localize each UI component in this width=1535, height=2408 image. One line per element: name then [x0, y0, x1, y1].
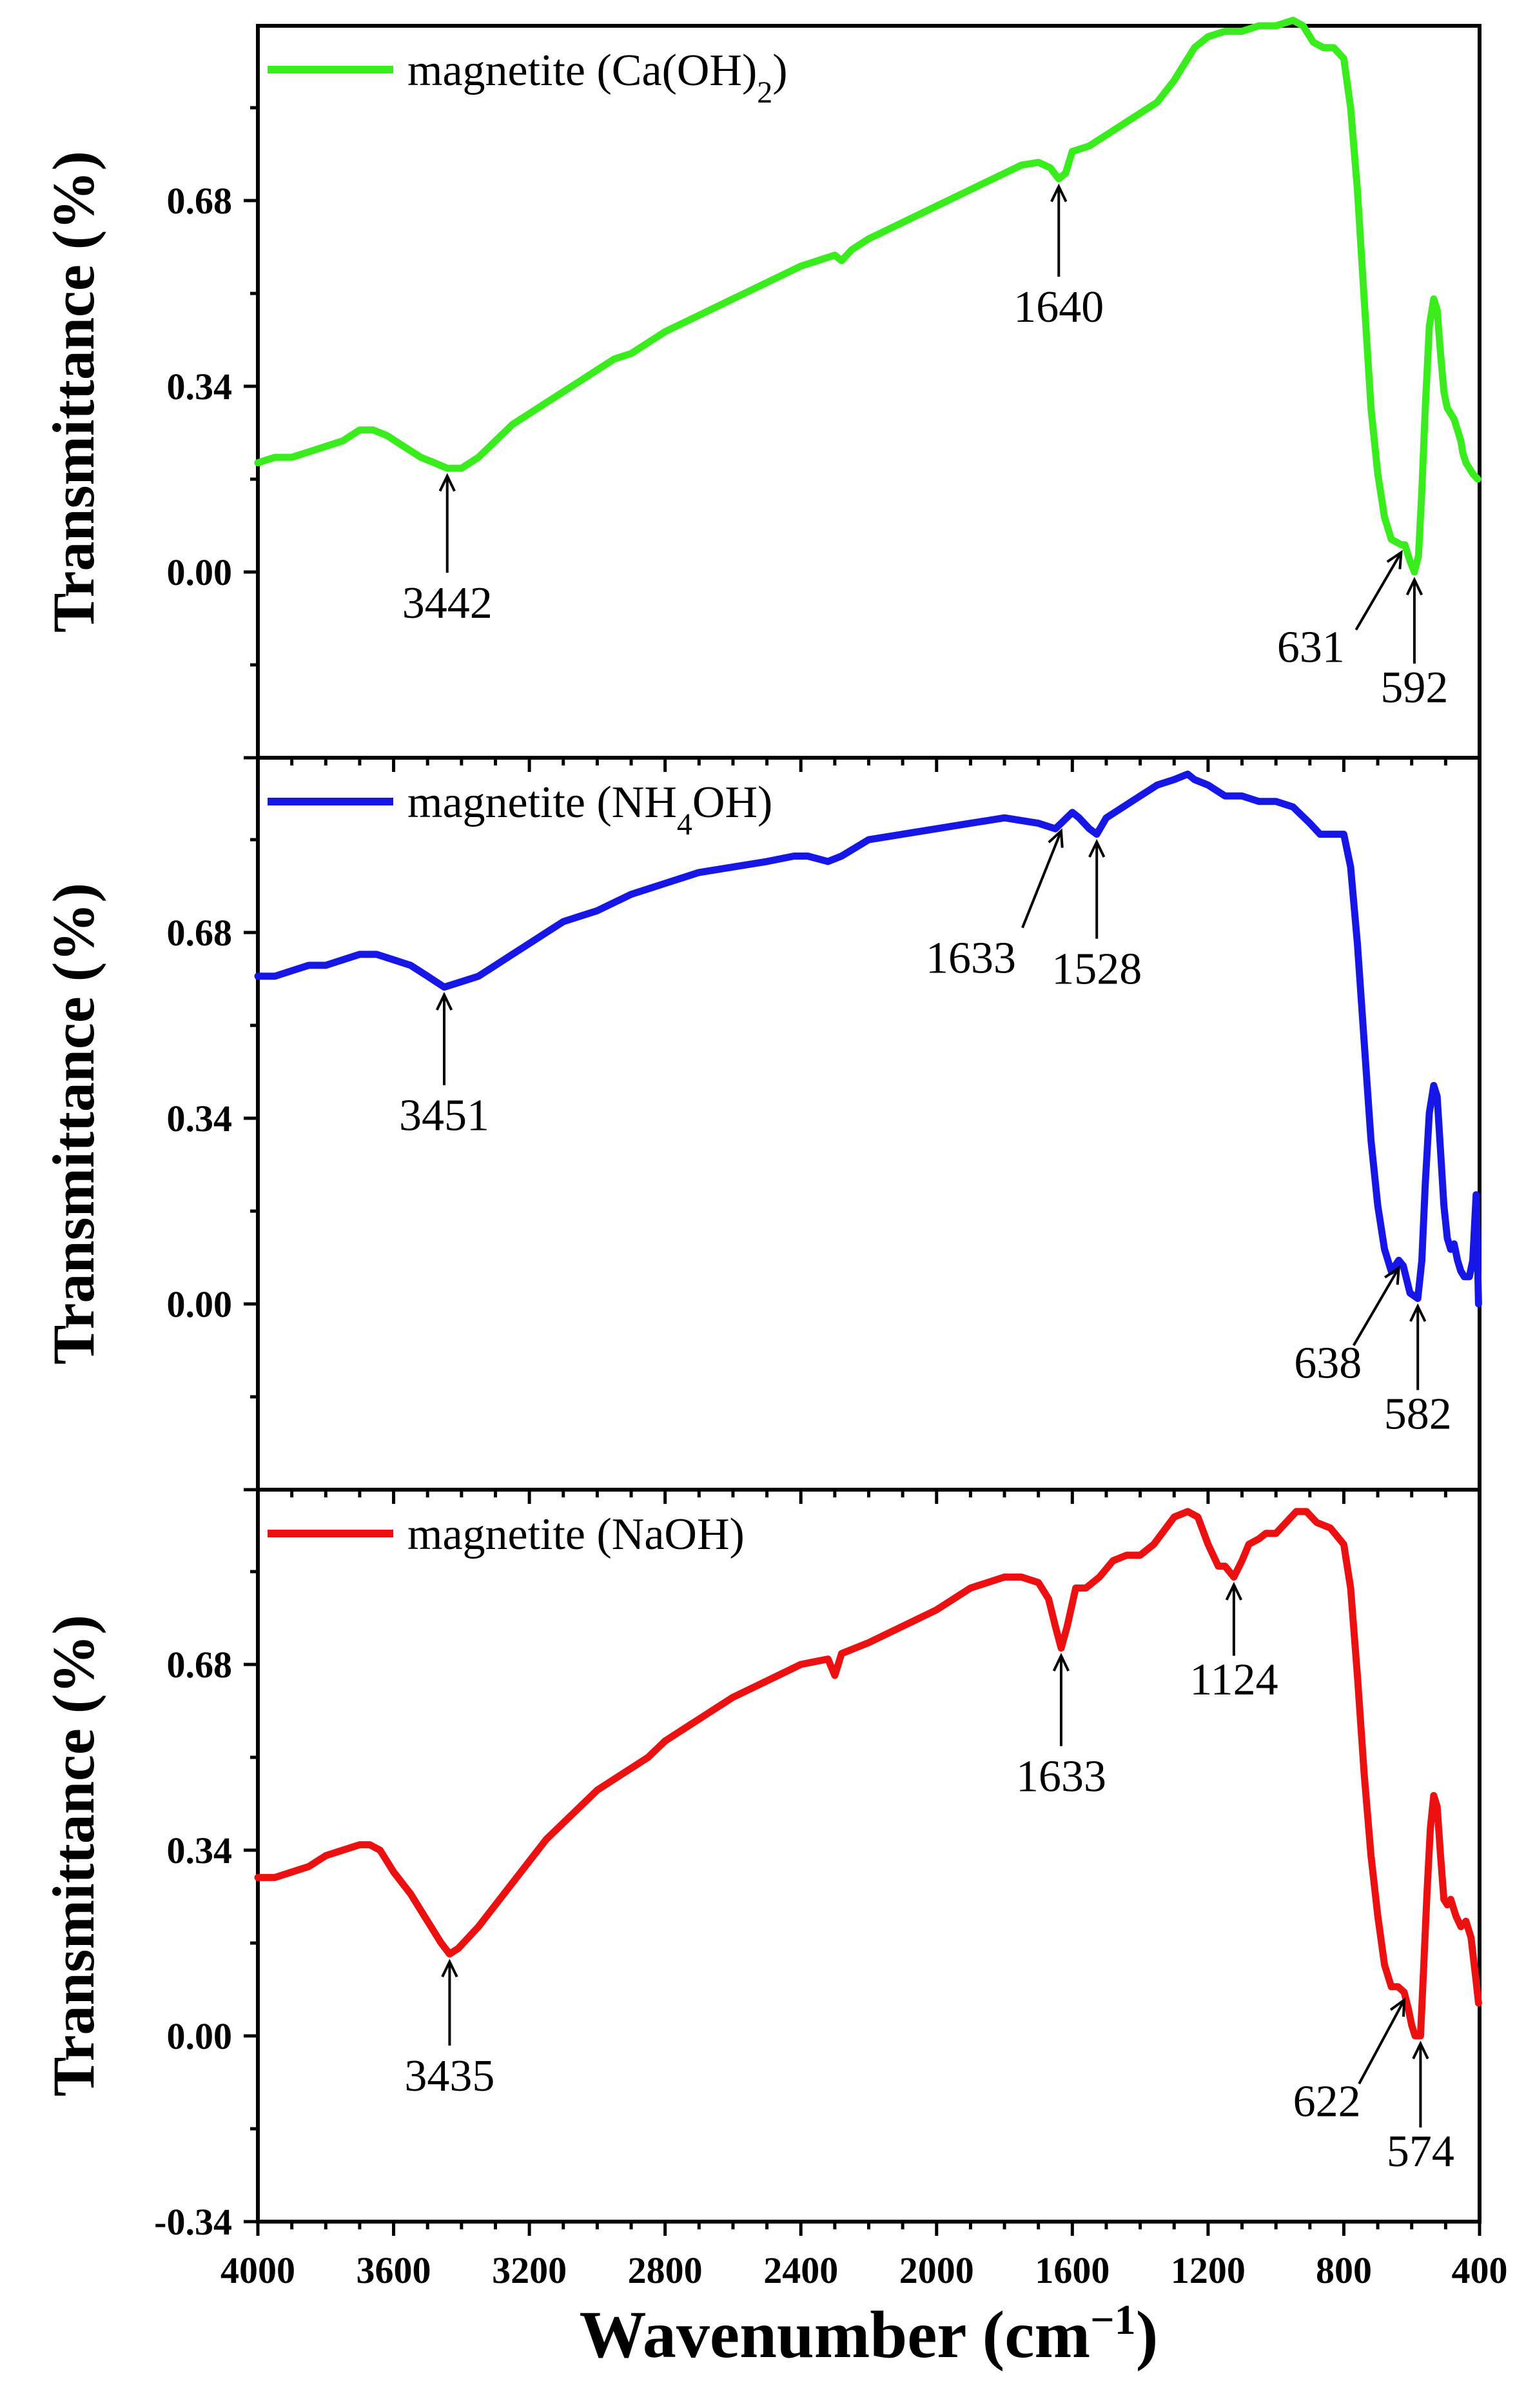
annotation-arrowhead	[1050, 183, 1068, 202]
annotation-arrowhead	[1386, 549, 1403, 569]
annotation-label: 582	[1384, 1390, 1452, 1439]
peak-annotation: 1640	[1013, 183, 1104, 332]
series-line	[254, 770, 1482, 1308]
annotation-arrowhead	[1225, 1581, 1243, 1601]
peak-annotation: 1633	[1016, 1653, 1106, 1802]
x-tick-label: 3600	[357, 2249, 431, 2291]
annotation-label: 638	[1294, 1338, 1362, 1388]
legend: magnetite (NH4OH)	[268, 778, 772, 842]
legend-label: magnetite (NaOH)	[407, 1510, 745, 1559]
x-tick-label: 400	[1452, 2249, 1508, 2291]
y-tick-label: -0.34	[154, 2201, 232, 2243]
annotation-arrow	[1021, 830, 1062, 929]
y-tick-label: 0.68	[167, 180, 233, 222]
annotation-label: 592	[1380, 663, 1448, 713]
series-line	[254, 17, 1481, 576]
x-tick-label: 3200	[492, 2249, 567, 2291]
annotation-label: 1633	[1016, 1752, 1106, 1802]
annotation-arrow	[1354, 551, 1403, 631]
peak-annotation: 1124	[1189, 1581, 1278, 1705]
peak-annotation: 592	[1380, 577, 1448, 713]
x-tick-label: 800	[1316, 2249, 1372, 2291]
legend-label: magnetite (Ca(OH)2)	[407, 46, 788, 110]
annotation-label: 1528	[1051, 945, 1142, 994]
x-tick-label: 4000	[220, 2249, 295, 2291]
annotation-arrowhead	[438, 473, 456, 492]
annotation-arrowhead	[1048, 828, 1064, 848]
annotation-label: 631	[1277, 623, 1345, 673]
y-tick-label: 0.00	[167, 2015, 233, 2057]
panel-2: 0.00 0.34 0.68 Transmittance (%) magnetite (…	[41, 756, 1482, 1504]
annotation-label: 3451	[399, 1091, 489, 1141]
y-tick-label: 0.00	[167, 551, 233, 593]
annotation-arrowhead	[441, 1959, 458, 1978]
peak-annotation: 1633	[926, 828, 1064, 983]
annotation-label: 1124	[1189, 1655, 1278, 1705]
annotation-label: 1640	[1013, 282, 1104, 332]
peak-annotation: 582	[1384, 1303, 1452, 1439]
y-axis-label: Transmittance (%)	[41, 1615, 106, 2097]
x-tick-label: 2800	[628, 2249, 703, 2291]
y-tick-label: 0.00	[167, 1283, 233, 1325]
y-tick-label: 0.68	[167, 912, 233, 954]
y-axis-label: Transmittance (%)	[41, 883, 106, 1365]
peak-annotation: 1528	[1051, 838, 1142, 994]
x-tick-label: 2400	[763, 2249, 838, 2291]
annotation-arrowhead	[1384, 1265, 1401, 1285]
y-axis-label: Transmittance (%)	[41, 151, 106, 633]
annotation-arrowhead	[1409, 1303, 1427, 1322]
annotation-label: 3442	[402, 578, 493, 628]
y-tick-label: 0.34	[167, 1098, 233, 1140]
peak-annotation: 3442	[402, 473, 493, 628]
x-tick-label: 1600	[1035, 2249, 1110, 2291]
y-tick-label: 0.68	[167, 1644, 233, 1686]
annotation-label: 3435	[404, 2051, 494, 2101]
annotation-arrow	[1358, 1999, 1405, 2085]
peak-annotation: 638	[1294, 1265, 1401, 1388]
annotation-label: 574	[1387, 2127, 1454, 2176]
peak-annotation: 574	[1387, 2040, 1454, 2176]
y-tick-label: 0.34	[167, 1830, 233, 1871]
legend: magnetite (NaOH)	[268, 1510, 745, 1559]
peak-annotation: 631	[1277, 549, 1403, 673]
annotation-arrowhead	[1412, 2040, 1429, 2060]
panel-1: 0.00 0.34 0.68 Transmittance (%) magnetite (…	[41, 17, 1481, 772]
peak-annotation: 3435	[404, 1959, 494, 2101]
annotation-arrow	[1352, 1267, 1400, 1347]
legend: magnetite (Ca(OH)2)	[268, 46, 788, 110]
legend-label: magnetite (NH4OH)	[407, 778, 772, 842]
annotation-arrowhead	[1405, 577, 1423, 596]
series-line	[254, 1508, 1482, 2040]
panel-3: -0.34 0.00 0.34 0.68 4000 3600 3200 2800 2400 200…	[41, 1488, 1508, 2373]
x-axis-label: Wavenumber (cm−1)	[580, 2296, 1159, 2373]
peak-annotation: 3451	[399, 992, 489, 1141]
annotation-arrowhead	[1052, 1653, 1070, 1672]
annotation-arrowhead	[435, 992, 453, 1011]
annotation-label: 622	[1293, 2077, 1361, 2126]
annotation-label: 1633	[926, 934, 1016, 983]
annotation-arrowhead	[1389, 1997, 1406, 2017]
panels: 0.00 0.34 0.68 Transmittance (%) magnetite (…	[41, 17, 1508, 2373]
x-tick-label: 2000	[899, 2249, 974, 2291]
annotation-arrowhead	[1088, 838, 1106, 858]
y-tick-label: 0.34	[167, 366, 233, 408]
x-tick-label: 1200	[1171, 2249, 1246, 2291]
peak-annotation: 622	[1293, 1997, 1406, 2126]
